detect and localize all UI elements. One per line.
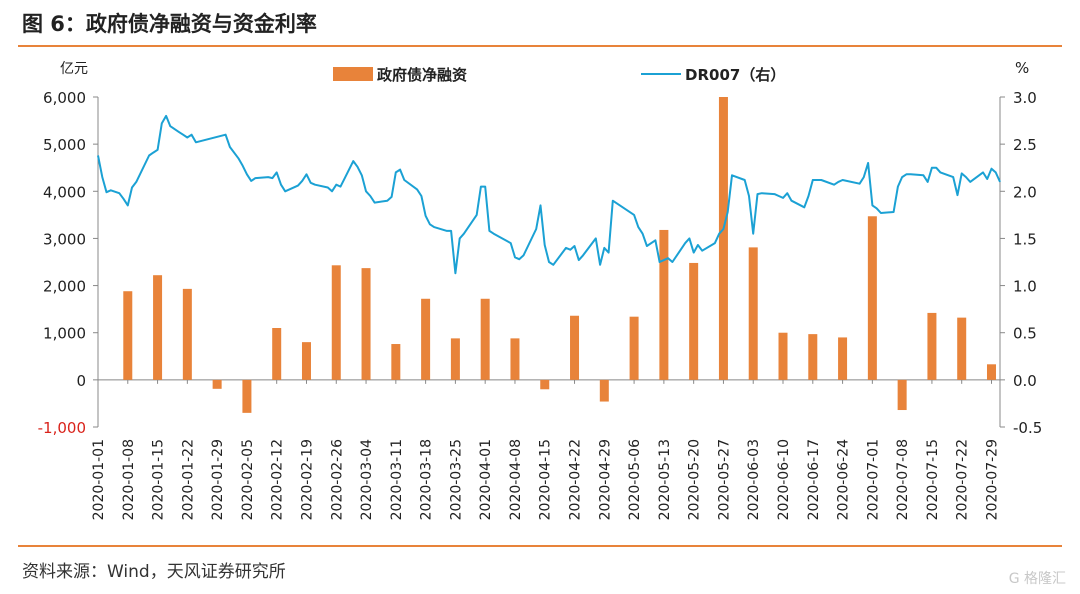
left-tick-label: -1,000	[38, 419, 86, 437]
dr007-series-line	[97, 114, 1001, 275]
combo-chart: -1,000 0 1,000 2,000 3,000 4,000 5,000 6,000 -0.…	[38, 59, 1043, 520]
x-tick-label: 2020-02-19	[299, 439, 315, 520]
legend-bar-swatch	[333, 67, 373, 81]
left-tick-label: 0	[76, 372, 86, 390]
x-tick-label: 2020-04-01	[478, 439, 494, 520]
left-tick-label: 3,000	[43, 230, 86, 248]
x-tick-label: 2020-04-29	[597, 439, 613, 520]
x-tick-label: 2020-05-20	[687, 439, 703, 520]
right-axis-unit: %	[1015, 59, 1029, 77]
net-financing-bar	[242, 379, 252, 413]
source-note: 资料来源：Wind，天风证券研究所	[22, 562, 286, 582]
x-tick-label: 2020-05-13	[657, 439, 673, 520]
net-financing-bar	[212, 379, 222, 389]
net-financing-bar	[480, 298, 490, 380]
net-financing-bar	[570, 315, 580, 380]
right-tick-label: 1.5	[1013, 230, 1037, 248]
right-tick-label: 2.0	[1013, 183, 1037, 201]
x-tick-label: 2020-07-22	[955, 439, 971, 520]
x-tick-label: 2020-04-08	[508, 439, 524, 520]
net-financing-bar	[153, 275, 163, 380]
net-financing-bar	[748, 247, 758, 380]
net-financing-bar	[450, 338, 460, 380]
x-tick-label: 2020-01-15	[151, 439, 167, 520]
net-financing-bar	[540, 379, 550, 390]
net-financing-bar	[897, 379, 907, 411]
legend-line-label: DR007（右）	[685, 66, 785, 84]
x-tick-label: 2020-03-18	[419, 439, 435, 520]
x-tick-label: 2020-02-26	[329, 439, 345, 520]
net-financing-bar	[361, 268, 371, 380]
x-tick-label: 2020-07-01	[865, 439, 881, 520]
net-financing-bar	[301, 342, 311, 380]
right-tick-label: 2.5	[1013, 136, 1037, 154]
x-tick-label: 2020-04-15	[538, 439, 554, 520]
left-tick-label: 5,000	[43, 136, 86, 154]
net-financing-bar	[123, 291, 133, 380]
net-financing-bar	[272, 328, 282, 380]
left-tick-label: 4,000	[43, 183, 86, 201]
net-financing-bar	[957, 317, 967, 380]
x-tick-label: 2020-07-29	[984, 439, 1000, 520]
legend-bar-label: 政府债净融资	[377, 66, 467, 84]
net-financing-bar	[629, 316, 639, 380]
left-tick-label: 1,000	[43, 325, 86, 343]
footer-divider	[18, 545, 1062, 547]
net-financing-bar	[391, 344, 401, 380]
x-tick-label: 2020-07-08	[895, 439, 911, 520]
watermark-logo: G 格隆汇	[1008, 571, 1066, 587]
right-tick-label: 3.0	[1013, 89, 1037, 107]
x-tick-label: 2020-06-17	[806, 439, 822, 520]
x-tick-label: 2020-05-27	[716, 439, 732, 520]
x-tick-label: 2020-06-03	[746, 439, 762, 520]
x-tick-label: 2020-06-10	[776, 439, 792, 520]
net-financing-bar	[689, 262, 699, 380]
right-tick-label: 1.0	[1013, 278, 1037, 296]
net-financing-bar	[421, 298, 431, 380]
left-tick-label: 2,000	[43, 278, 86, 296]
net-financing-bar	[986, 364, 996, 380]
x-tick-label: 2020-04-22	[568, 439, 584, 520]
net-financing-bar	[331, 265, 341, 380]
x-tick-label: 2020-02-05	[240, 439, 256, 520]
net-financing-bar	[510, 338, 520, 380]
x-tick-label: 2020-07-15	[925, 439, 941, 520]
x-tick-label: 2020-01-29	[210, 439, 226, 520]
net-financing-bar	[182, 288, 192, 380]
x-tick-label: 2020-05-06	[627, 439, 643, 520]
net-financing-bar	[659, 229, 669, 380]
net-financing-bar	[927, 312, 937, 380]
left-axis-unit: 亿元	[60, 61, 88, 77]
x-tick-label: 2020-02-12	[270, 439, 286, 520]
x-tick-label: 2020-03-11	[389, 439, 405, 520]
x-tick-label: 2020-06-24	[836, 439, 852, 520]
net-financing-bar	[838, 337, 848, 380]
x-tick-label: 2020-03-25	[448, 439, 464, 520]
x-tick-label: 2020-03-04	[359, 439, 375, 520]
right-tick-label: -0.5	[1013, 419, 1042, 437]
x-tick-label: 2020-01-08	[121, 439, 137, 520]
net-financing-bar	[718, 97, 728, 380]
right-tick-label: 0.0	[1013, 372, 1037, 390]
right-tick-label: 0.5	[1013, 325, 1037, 343]
net-financing-bar	[778, 332, 788, 380]
net-financing-bar	[867, 216, 877, 380]
x-tick-label: 2020-01-01	[91, 439, 107, 520]
left-tick-label: 6,000	[43, 89, 86, 107]
title-divider	[18, 45, 1062, 47]
figure-title: 图 6：政府债净融资与资金利率	[22, 12, 317, 36]
net-financing-bar	[599, 379, 609, 402]
net-financing-bar	[808, 334, 818, 380]
x-tick-label: 2020-01-22	[180, 439, 196, 520]
